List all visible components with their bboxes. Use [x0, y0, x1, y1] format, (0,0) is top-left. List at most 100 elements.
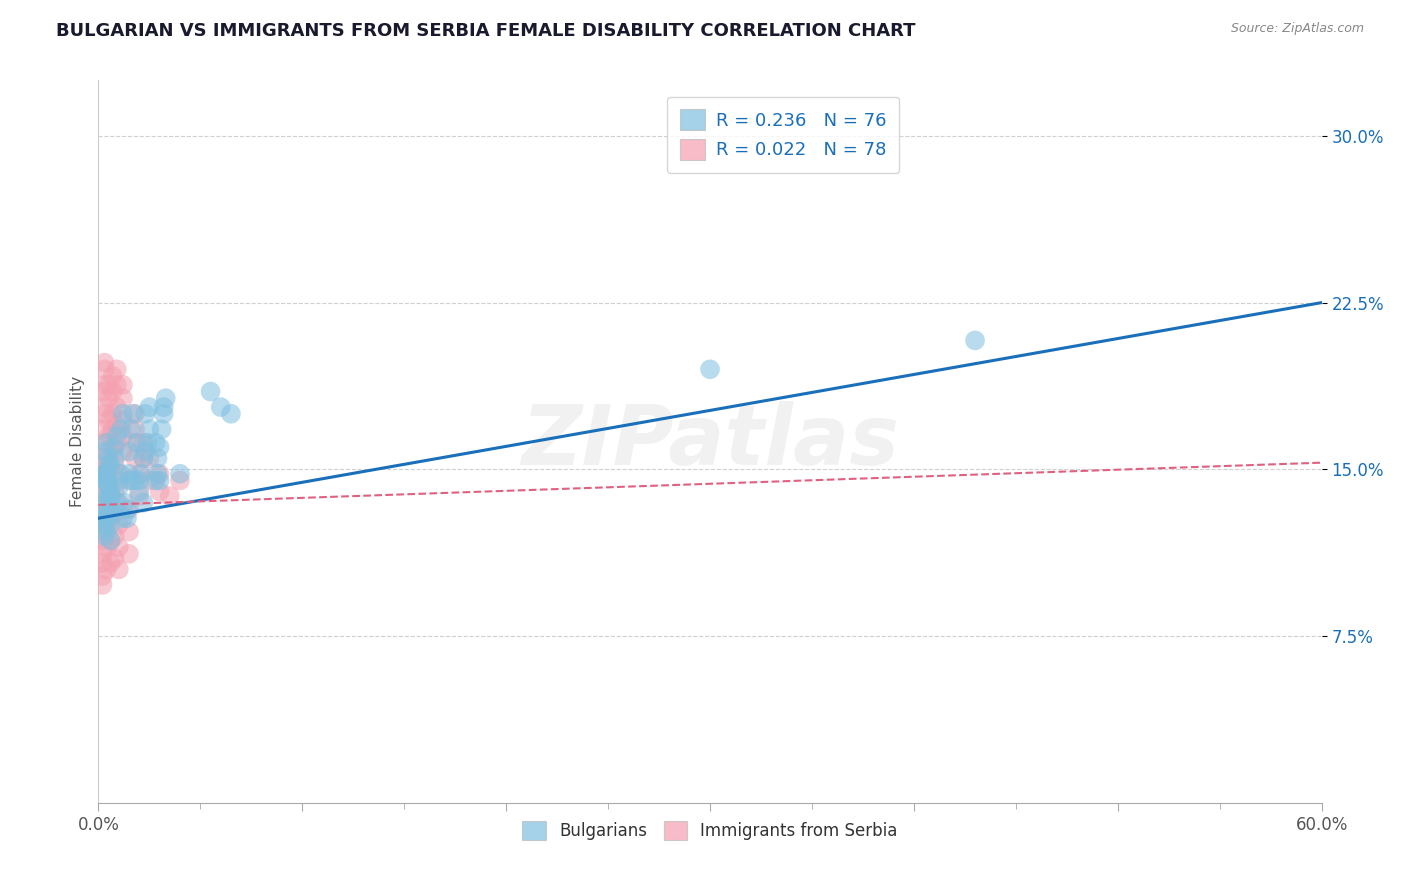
Point [97, 480, 120, 494]
Point [96, 496, 118, 510]
Point [138, 451, 160, 466]
Point [101, 368, 124, 383]
Point [91, 569, 114, 583]
Point [108, 540, 131, 554]
Point [169, 467, 191, 481]
Point [118, 524, 141, 539]
Point [93, 444, 115, 458]
Point [100, 533, 122, 548]
Point [93, 356, 115, 370]
Point [118, 444, 141, 458]
Point [97, 480, 120, 494]
Point [97, 502, 120, 516]
Point [93, 400, 115, 414]
Point [124, 474, 146, 488]
Point [104, 551, 127, 566]
Point [149, 474, 172, 488]
Point [149, 440, 172, 454]
Point [118, 467, 141, 481]
Point [93, 435, 115, 450]
Point [120, 474, 142, 488]
Point [101, 440, 124, 454]
Point [111, 407, 134, 421]
Point [104, 451, 127, 466]
Point [152, 407, 174, 421]
Point [155, 391, 177, 405]
Point [96, 435, 118, 450]
Point [132, 451, 155, 466]
Point [111, 429, 134, 443]
Point [149, 484, 172, 499]
Point [128, 467, 150, 481]
Point [96, 517, 118, 532]
Point [91, 533, 114, 548]
Point [152, 400, 174, 414]
Point [115, 511, 138, 525]
Point [159, 489, 181, 503]
Point [100, 489, 122, 503]
Point [91, 484, 114, 499]
Point [145, 435, 167, 450]
Point [132, 451, 155, 466]
Point [114, 496, 136, 510]
Point [108, 562, 131, 576]
Point [97, 377, 120, 392]
Point [105, 435, 128, 450]
Point [96, 511, 118, 525]
Point [111, 377, 134, 392]
Point [128, 489, 150, 503]
Point [93, 377, 115, 392]
Point [122, 407, 145, 421]
Point [91, 511, 114, 525]
Point [93, 362, 115, 376]
Point [104, 440, 127, 454]
Point [146, 451, 169, 466]
Legend: Bulgarians, Immigrants from Serbia: Bulgarians, Immigrants from Serbia [515, 813, 905, 848]
Point [118, 474, 141, 488]
Point [97, 413, 120, 427]
Point [91, 556, 114, 570]
Point [96, 496, 118, 510]
Point [124, 435, 146, 450]
Point [111, 444, 134, 458]
Point [96, 489, 118, 503]
Point [97, 502, 120, 516]
Point [100, 484, 122, 499]
Point [100, 517, 122, 532]
Y-axis label: Female Disability: Female Disability [69, 376, 84, 508]
Point [104, 507, 127, 521]
Point [101, 422, 124, 436]
Point [97, 458, 120, 472]
Point [93, 511, 115, 525]
Point [136, 435, 159, 450]
Point [91, 547, 114, 561]
Point [100, 511, 122, 525]
Point [128, 484, 150, 499]
Point [91, 578, 114, 592]
Point [93, 407, 115, 421]
Text: Source: ZipAtlas.com: Source: ZipAtlas.com [1230, 22, 1364, 36]
Text: ZIPatlas: ZIPatlas [522, 401, 898, 482]
Point [200, 384, 222, 399]
Point [100, 462, 122, 476]
Point [118, 547, 141, 561]
Point [134, 444, 156, 458]
Point [120, 422, 142, 436]
Point [93, 451, 115, 466]
Point [97, 451, 120, 466]
Point [150, 422, 173, 436]
Point [219, 407, 242, 421]
Point [128, 474, 150, 488]
Point [96, 540, 118, 554]
Point [96, 467, 118, 481]
Point [105, 496, 128, 510]
Point [118, 502, 141, 516]
Point [111, 413, 134, 427]
Point [108, 517, 131, 532]
Point [96, 562, 118, 576]
Point [124, 451, 146, 466]
Point [138, 400, 160, 414]
Point [132, 496, 155, 510]
Point [91, 502, 114, 516]
Point [108, 467, 131, 481]
